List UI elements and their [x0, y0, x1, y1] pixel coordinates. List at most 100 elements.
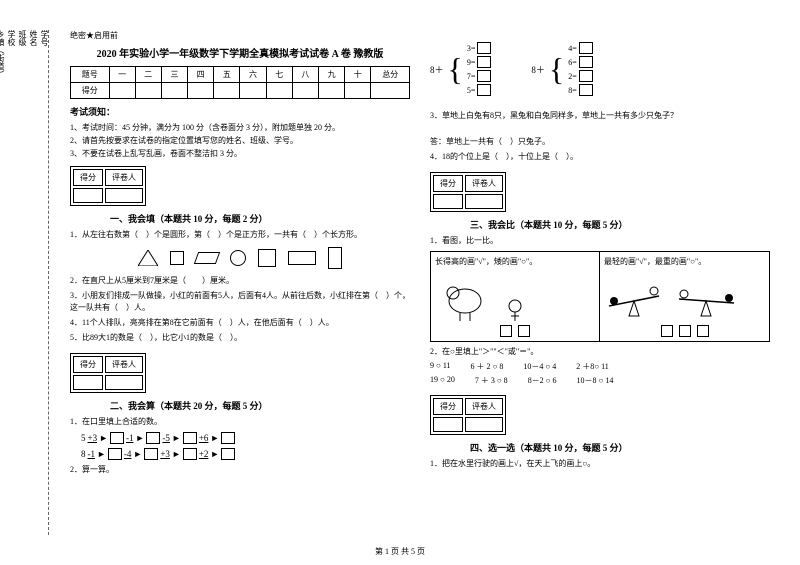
answer-box [518, 325, 530, 337]
bracket-equations: 8＋ { 3= 9= 7= 5= 8＋ { 4= 6= 2= 8= [430, 36, 770, 102]
question-text: 3．草地上白兔有8只，黑兔和白兔同样多，草地上一共有多少只兔子？ [430, 110, 770, 122]
score-table: 题号 一 二 三 四 五 六 七 八 九 十 总分 得分 [70, 66, 410, 99]
sidebar-label: 姓名 [28, 30, 39, 535]
score-box: 得分评卷人 [70, 166, 146, 206]
question-text: 2．算一算。 [70, 464, 410, 476]
answer-box [579, 70, 593, 82]
table-cell: 七 [266, 67, 292, 83]
score-box-cell: 得分 [73, 356, 103, 373]
table-row: 得分 [71, 83, 410, 99]
table-cell: 五 [214, 67, 240, 83]
height-compare-icon [435, 271, 555, 321]
score-box-cell: 得分 [433, 398, 463, 415]
sidebar-label: 学校 [6, 30, 17, 535]
answer-box [146, 432, 160, 444]
answer-box [579, 42, 593, 54]
brace-icon: { [549, 58, 564, 80]
math-chain: 5 +3► -1► -5► +6► [70, 432, 410, 444]
table-row: 题号 一 二 三 四 五 六 七 八 九 十 总分 [71, 67, 410, 83]
square-icon [258, 249, 276, 267]
rule-item: 1、考试时间：45 分钟，满分为 100 分（含卷面分 3 分），附加题单独 2… [70, 122, 410, 135]
page-footer: 第 1 页 共 5 页 [0, 546, 800, 557]
table-cell: 九 [319, 67, 345, 83]
answer-line: 答：草地上一共有（ ）只兔子。 [430, 136, 770, 148]
shapes-row [70, 247, 410, 269]
compare-right: 最轻的画"√"，最重的画"○"。 [600, 252, 769, 341]
section-3-title: 三、我会比（本题共 10 分，每题 5 分） [470, 218, 770, 231]
table-cell: 得分 [71, 83, 110, 99]
compare-left: 长得高的画"√"，矮的画"○"。 [431, 252, 600, 341]
score-box: 得分评卷人 [430, 172, 506, 212]
answer-box [579, 84, 593, 96]
compare-row: 9 ○ 11 6 ＋ 2 ○ 8 10－4 ○ 4 2 ＋8○ 11 [430, 361, 770, 372]
answer-box [477, 84, 491, 96]
seal-text: 绝密★启用前 [70, 30, 410, 41]
answer-box [500, 325, 512, 337]
rule-item: 2、请首先按要求在试卷的指定位置填写您的姓名、班级、学号。 [70, 135, 410, 148]
answer-box [679, 325, 691, 337]
rule-item: 3、不要在试卷上乱写乱画，卷面不整洁扣 3 分。 [70, 148, 410, 161]
rectangle-icon [288, 251, 316, 265]
comparison-figure: 长得高的画"√"，矮的画"○"。 最轻的画"√"，最重的画"○"。 [430, 251, 770, 342]
answer-box [697, 325, 709, 337]
parallelogram-icon [194, 252, 220, 264]
section-4-title: 四、选一选（本题共 10 分，每题 5 分） [470, 441, 770, 454]
question-text: 2．在○里填上"＞""＜"或"＝"。 [430, 346, 770, 358]
rectangle-tall-icon [328, 247, 342, 269]
answer-box [477, 42, 491, 54]
score-box-cell: 得分 [73, 169, 103, 186]
question-text: 1．在口里填上合适的数。 [70, 416, 410, 428]
question-text: 1．从左往右数第（ ）个是圆形，第（ ）个是正方形，一共有（ ）个长方形。 [70, 229, 410, 241]
question-text: 4．11个人排队，亮亮排在第8在它前面有（ ）人，在他后面有（ ）人。 [70, 317, 410, 329]
answer-box [221, 448, 235, 460]
answer-box [477, 56, 491, 68]
brace-icon: { [448, 58, 463, 80]
question-text: 2．在直尺上从5厘米到7厘米是（ ）厘米。 [70, 275, 410, 287]
score-box: 得分评卷人 [430, 395, 506, 435]
answer-box [661, 325, 673, 337]
table-cell: 题号 [71, 67, 110, 83]
question-text: 1．把在水里行驶的画上√，在天上飞的画上○。 [430, 458, 770, 470]
question-text: 4．18的个位上是（ ），十位上是（ ）。 [430, 151, 770, 163]
table-cell: 十 [345, 67, 371, 83]
sidebar-label: 乡镇（街道） [0, 30, 6, 535]
answer-box [110, 432, 124, 444]
answer-box [144, 448, 158, 460]
table-cell: 四 [188, 67, 214, 83]
square-icon [170, 251, 184, 265]
score-box-cell: 评卷人 [465, 398, 503, 415]
section-1-title: 一、我会填（本题共 10 分，每题 2 分） [110, 212, 410, 225]
score-box-cell: 评卷人 [105, 356, 143, 373]
rules-list: 1、考试时间：45 分钟，满分为 100 分（含卷面分 3 分），附加题单独 2… [70, 122, 410, 160]
section-2-title: 二、我会算（本题共 20 分，每题 5 分） [110, 399, 410, 412]
fold-line [48, 30, 49, 535]
exam-page: 绝密★启用前 2020 年实验小学一年级数学下学期全真模拟考试试卷 A 卷 豫教… [0, 0, 800, 565]
answer-box [108, 448, 122, 460]
answer-box [183, 432, 197, 444]
table-cell: 八 [292, 67, 318, 83]
score-box-cell: 评卷人 [465, 175, 503, 192]
rules-heading: 考试须知： [70, 105, 410, 118]
left-column: 绝密★启用前 2020 年实验小学一年级数学下学期全真模拟考试试卷 A 卷 豫教… [60, 30, 420, 545]
triangle-icon [138, 250, 158, 266]
table-cell: 六 [240, 67, 266, 83]
table-cell: 二 [135, 67, 161, 83]
exam-title: 2020 年实验小学一年级数学下学期全真模拟考试试卷 A 卷 豫教版 [70, 45, 410, 60]
answer-box [221, 432, 235, 444]
answer-box [183, 448, 197, 460]
table-cell [109, 83, 135, 99]
table-cell: 三 [161, 67, 187, 83]
score-box-cell: 得分 [433, 175, 463, 192]
score-box: 得分评卷人 [70, 353, 146, 393]
sidebar-label: 班级 [17, 30, 28, 535]
seesaw-icon [604, 271, 744, 321]
score-box-cell: 评卷人 [105, 169, 143, 186]
question-text: 3．小朋友们排成一队做操，小红的前面有5人，后面有4人。从前往后数，小红排在第（… [70, 290, 410, 314]
answer-box [579, 56, 593, 68]
answer-box [477, 70, 491, 82]
bracket-left: 8＋ { 3= 9= 7= 5= [430, 42, 491, 96]
table-cell: 总分 [371, 67, 410, 83]
table-cell: 一 [109, 67, 135, 83]
compare-row: 19 ○ 20 7 ＋ 3 ○ 8 8－2 ○ 6 10－8 ○ 14 [430, 375, 770, 386]
binding-sidebar: 学号 姓名 班级 学校 乡镇（街道） [10, 0, 50, 565]
